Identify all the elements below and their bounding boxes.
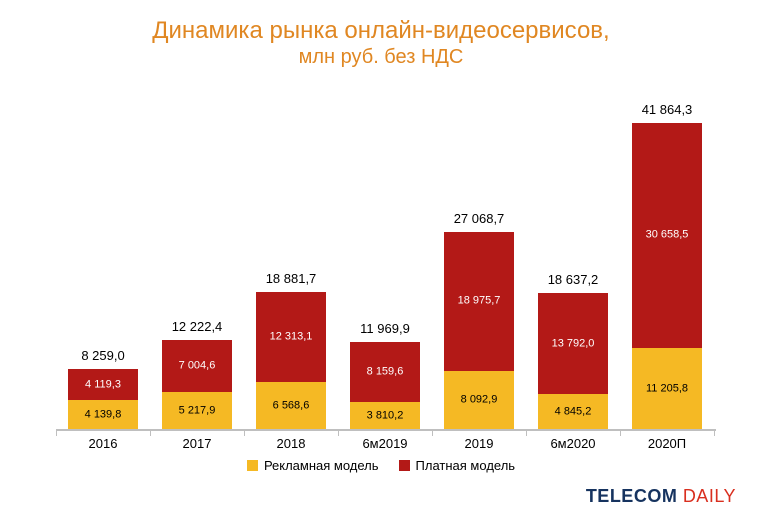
bar-value-label: 4 845,2 [538,407,608,418]
x-axis-label: 2016 [56,436,150,451]
bar-total-label: 41 864,3 [632,102,702,117]
bar-segment-ad: 3 810,2 [350,402,420,430]
bar-segment-ad: 5 217,9 [162,392,232,430]
bar-total-label: 11 969,9 [350,321,420,336]
x-axis-line [56,430,716,431]
x-axis-label: 6м2020 [526,436,620,451]
bar-value-label: 4 119,3 [68,379,138,390]
brand-text-a: TELECOM [586,486,683,506]
legend-swatch [399,460,410,471]
chart-legend: Рекламная модель Платная модель [0,458,762,473]
bar-value-label: 30 658,5 [632,230,702,241]
bar-value-label: 18 975,7 [444,296,514,307]
legend-swatch [247,460,258,471]
bar-value-label: 11 205,8 [632,383,702,394]
bar-segment-ad: 6 568,6 [256,382,326,430]
x-axis-label: 2019 [432,436,526,451]
bar-segment-paid: 30 658,5 [632,123,702,348]
bar-value-label: 6 568,6 [256,400,326,411]
brand-logo: TELECOM DAILY [586,486,736,507]
bar-segment-paid: 12 313,1 [256,292,326,382]
x-axis-label: 2018 [244,436,338,451]
bar-value-label: 8 092,9 [444,395,514,406]
bar-value-label: 5 217,9 [162,405,232,416]
bar-segment-ad: 11 205,8 [632,348,702,430]
bar-segment-ad: 8 092,9 [444,371,514,430]
bar-value-label: 8 159,6 [350,367,420,378]
bar-value-label: 13 792,0 [538,338,608,349]
bar-value-label: 4 139,8 [68,409,138,420]
chart-header: Динамика рынка онлайн-видеосервисов, млн… [0,0,762,68]
legend-label: Платная модель [416,458,516,473]
x-axis-label: 2020П [620,436,714,451]
brand-text-b: DAILY [683,486,736,506]
bar-segment-paid: 13 792,0 [538,293,608,394]
bar-segment-paid: 18 975,7 [444,232,514,371]
bar-segment-ad: 4 845,2 [538,394,608,430]
bar-segment-paid: 7 004,6 [162,340,232,391]
bar-segment-paid: 8 159,6 [350,342,420,402]
chart-title: Динамика рынка онлайн-видеосервисов, [0,18,762,44]
legend-item: Платная модель [399,458,516,473]
bar-segment-paid: 4 119,3 [68,369,138,399]
bar-segment-ad: 4 139,8 [68,400,138,430]
bar-total-label: 18 881,7 [256,271,326,286]
x-axis-label: 2017 [150,436,244,451]
bar-total-label: 12 222,4 [162,319,232,334]
chart-subtitle: млн руб. без НДС [0,46,762,68]
x-axis-labels: 2016201720186м201920196м20202020П [56,432,716,454]
bar-total-label: 8 259,0 [68,348,138,363]
bar-value-label: 3 810,2 [350,411,420,422]
chart-plot-area: 4 139,8 4 119,3 8 259,0 5 217,9 7 004,6 12 22… [56,100,716,430]
x-axis-label: 6м2019 [338,436,432,451]
bar-value-label: 7 004,6 [162,361,232,372]
bar-total-label: 27 068,7 [444,211,514,226]
legend-label: Рекламная модель [264,458,379,473]
legend-item: Рекламная модель [247,458,379,473]
bar-total-label: 18 637,2 [538,272,608,287]
bar-value-label: 12 313,1 [256,331,326,342]
